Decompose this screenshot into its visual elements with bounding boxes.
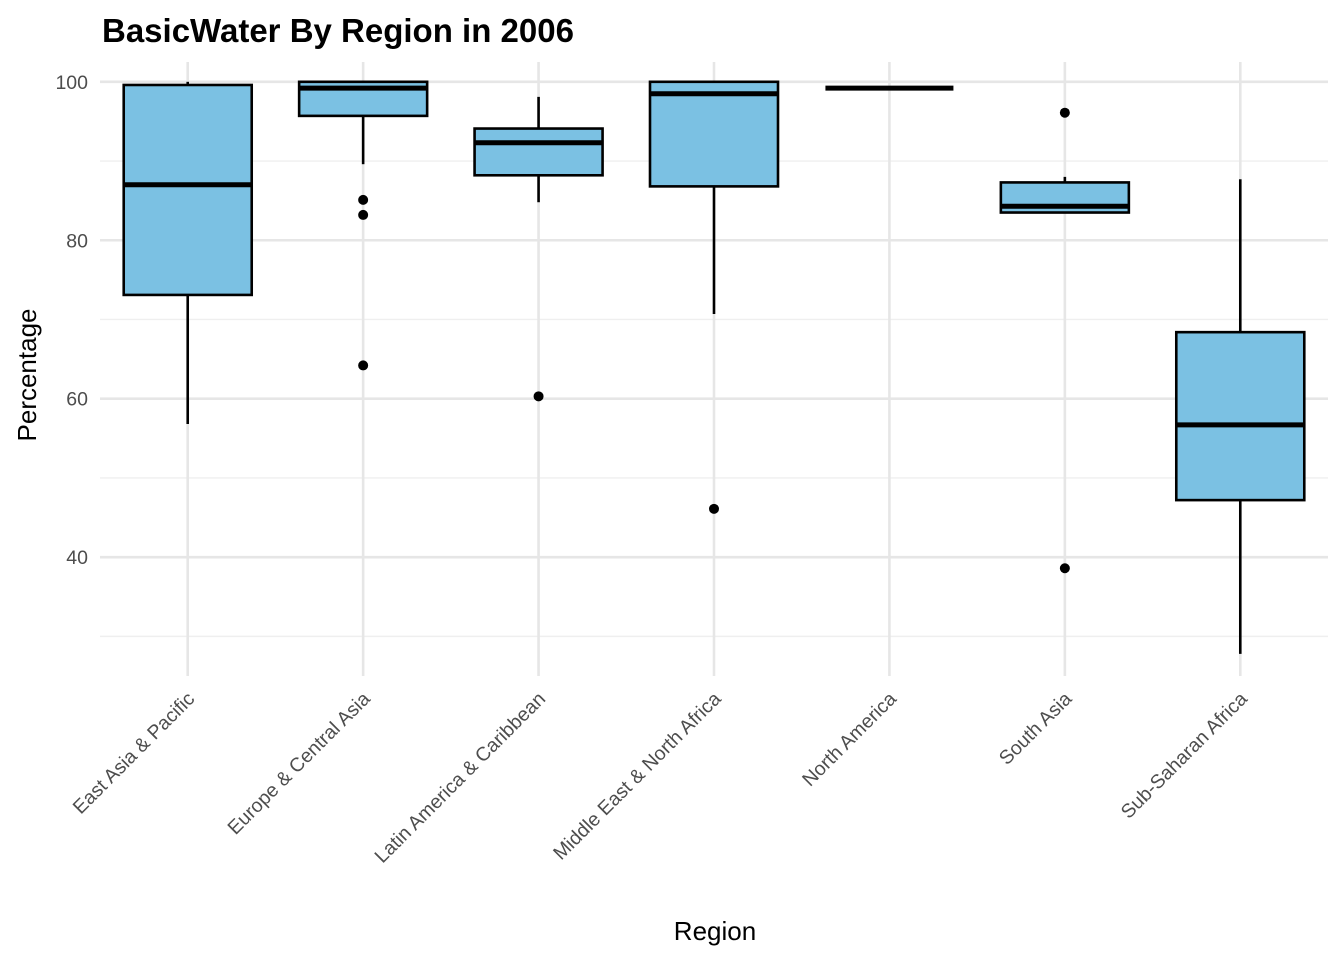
outlier-point [358, 360, 369, 371]
box-2 [473, 96, 604, 402]
box-body [1174, 330, 1306, 502]
outlier-point [358, 209, 369, 220]
box-series [122, 80, 1306, 654]
x-axis-ticks: East Asia & Pacific Europe & Central Asia… [69, 688, 1252, 868]
y-tick-label: 100 [55, 72, 88, 94]
y-tick-label: 80 [66, 230, 88, 252]
outlier-point [533, 391, 544, 402]
chart-title: BasicWater By Region in 2006 [102, 12, 574, 49]
y-axis-title: Percentage [12, 309, 42, 442]
outlier-point [709, 503, 719, 514]
x-tick-label: Middle East & North Africa [549, 688, 726, 865]
outlier-point [1059, 563, 1070, 574]
x-tick-label: Sub-Saharan Africa [1117, 688, 1252, 823]
box-3 [648, 80, 780, 514]
y-axis-ticks: 40 60 80 100 [55, 72, 88, 569]
x-tick-label: Europe & Central Asia [223, 688, 374, 839]
outlier-point [358, 194, 369, 205]
x-tick-label: Latin America & Caribbean [371, 688, 551, 868]
outlier-point [1059, 107, 1070, 118]
x-axis-title: Region [674, 916, 756, 946]
x-tick-label: East Asia & Pacific [69, 688, 200, 819]
y-tick-label: 60 [66, 389, 88, 411]
box-1 [297, 80, 429, 371]
box-6 [1174, 179, 1306, 654]
y-tick-label: 40 [66, 547, 88, 569]
box-body [473, 127, 604, 177]
box-body [648, 80, 780, 188]
box-0 [122, 81, 254, 425]
x-tick-label: South Asia [995, 688, 1077, 770]
box-body [122, 83, 254, 297]
x-tick-label: North America [798, 688, 901, 791]
box-5 [999, 107, 1131, 574]
